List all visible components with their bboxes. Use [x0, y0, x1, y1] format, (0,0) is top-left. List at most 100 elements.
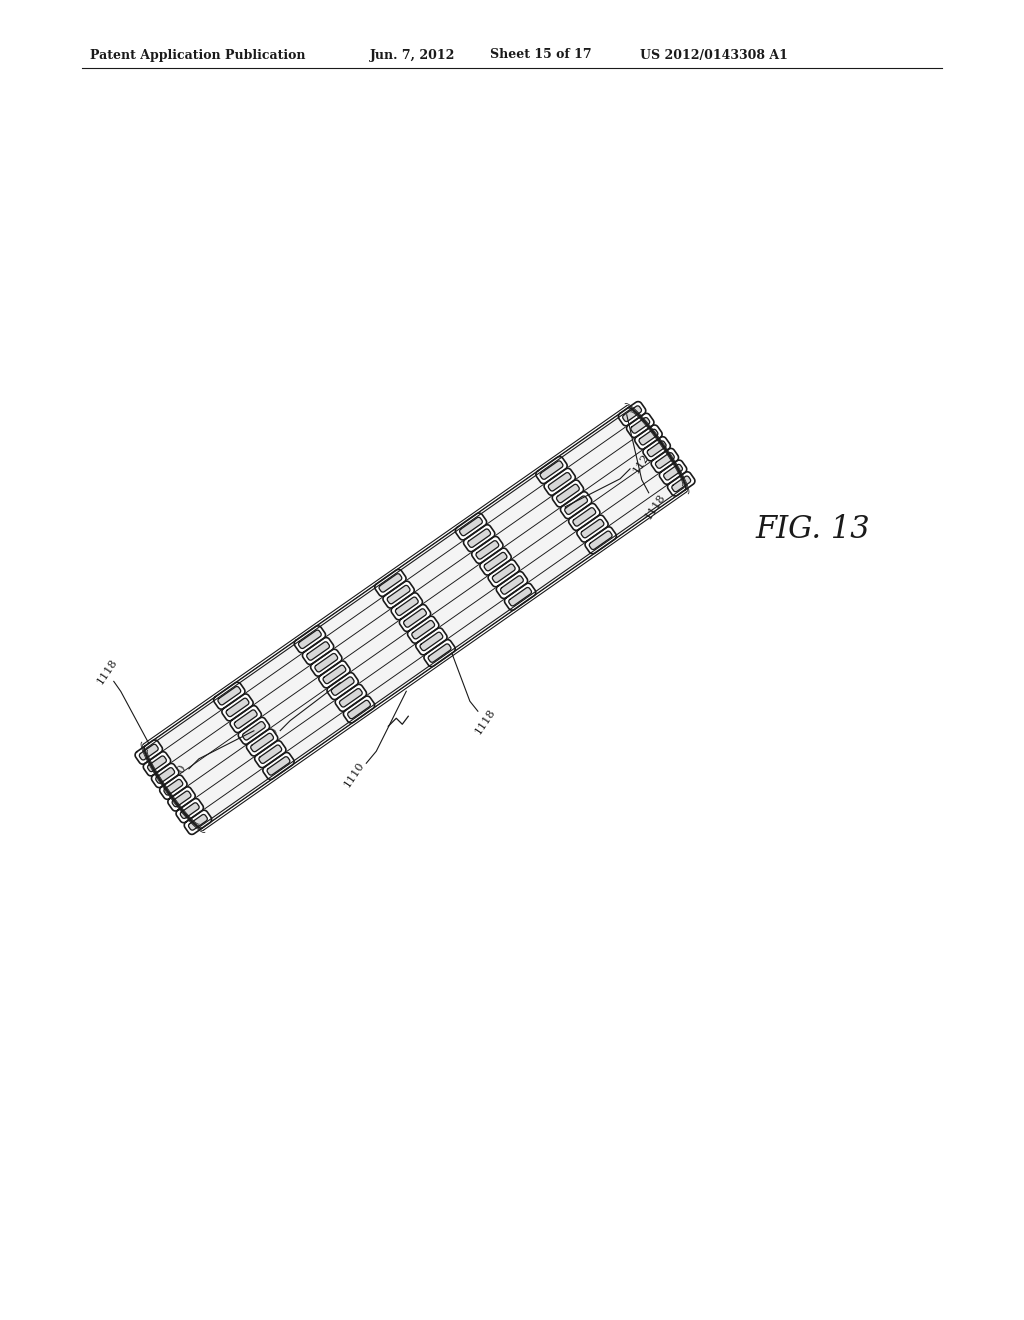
- Polygon shape: [172, 791, 190, 807]
- Polygon shape: [144, 408, 685, 828]
- Text: 1120: 1120: [631, 446, 655, 475]
- Text: Patent Application Publication: Patent Application Publication: [90, 49, 305, 62]
- Polygon shape: [464, 525, 495, 552]
- Polygon shape: [379, 574, 401, 593]
- Polygon shape: [472, 536, 503, 564]
- Polygon shape: [664, 465, 682, 480]
- Polygon shape: [263, 752, 294, 779]
- Polygon shape: [651, 449, 679, 473]
- Polygon shape: [143, 751, 171, 776]
- Polygon shape: [375, 569, 407, 597]
- Polygon shape: [152, 763, 179, 788]
- Polygon shape: [623, 405, 641, 421]
- Polygon shape: [324, 665, 346, 684]
- Polygon shape: [408, 616, 439, 643]
- Polygon shape: [239, 717, 269, 744]
- Polygon shape: [164, 779, 182, 795]
- Polygon shape: [647, 441, 666, 457]
- Polygon shape: [307, 642, 330, 660]
- Text: 1118: 1118: [473, 706, 497, 735]
- Text: Jun. 7, 2012: Jun. 7, 2012: [370, 49, 456, 62]
- Polygon shape: [247, 729, 278, 756]
- Polygon shape: [226, 698, 249, 717]
- Text: 1118: 1118: [643, 492, 667, 521]
- Polygon shape: [184, 810, 212, 834]
- Polygon shape: [218, 686, 241, 705]
- Polygon shape: [335, 684, 367, 711]
- Polygon shape: [493, 564, 515, 582]
- Polygon shape: [544, 469, 575, 495]
- Polygon shape: [416, 628, 447, 655]
- Polygon shape: [557, 484, 580, 503]
- Polygon shape: [267, 756, 290, 775]
- Polygon shape: [156, 768, 174, 783]
- Polygon shape: [251, 734, 273, 751]
- Polygon shape: [255, 741, 286, 768]
- Polygon shape: [420, 632, 442, 651]
- Polygon shape: [497, 572, 527, 598]
- Text: Sheet 15 of 17: Sheet 15 of 17: [490, 49, 592, 62]
- Polygon shape: [505, 583, 536, 610]
- Polygon shape: [188, 814, 207, 830]
- Polygon shape: [501, 576, 523, 594]
- Polygon shape: [230, 706, 261, 733]
- Text: 1120: 1120: [256, 725, 281, 754]
- Polygon shape: [484, 553, 507, 570]
- Polygon shape: [672, 477, 690, 491]
- Polygon shape: [476, 541, 499, 560]
- Polygon shape: [383, 581, 415, 609]
- Polygon shape: [488, 560, 519, 587]
- Polygon shape: [259, 744, 282, 763]
- Polygon shape: [631, 417, 649, 433]
- Polygon shape: [176, 799, 204, 822]
- Polygon shape: [582, 520, 604, 537]
- Polygon shape: [585, 527, 616, 554]
- Text: US 2012/0143308 A1: US 2012/0143308 A1: [640, 49, 787, 62]
- Polygon shape: [299, 630, 322, 648]
- Polygon shape: [424, 640, 456, 667]
- Polygon shape: [560, 492, 592, 519]
- Polygon shape: [222, 694, 253, 721]
- Polygon shape: [168, 787, 196, 810]
- Polygon shape: [590, 531, 612, 549]
- Polygon shape: [565, 496, 588, 515]
- Text: 1110: 1110: [342, 759, 367, 789]
- Polygon shape: [180, 803, 199, 818]
- Polygon shape: [509, 587, 531, 606]
- Polygon shape: [428, 644, 451, 663]
- Polygon shape: [643, 437, 671, 461]
- Polygon shape: [549, 473, 571, 491]
- Polygon shape: [147, 756, 166, 772]
- Polygon shape: [135, 741, 163, 764]
- Polygon shape: [302, 638, 334, 664]
- Polygon shape: [139, 744, 158, 760]
- Polygon shape: [391, 593, 423, 620]
- Polygon shape: [243, 722, 265, 741]
- Polygon shape: [327, 673, 358, 700]
- Polygon shape: [618, 401, 646, 426]
- Polygon shape: [399, 605, 431, 631]
- Polygon shape: [348, 701, 371, 718]
- Polygon shape: [536, 457, 567, 483]
- Polygon shape: [315, 653, 338, 672]
- Polygon shape: [456, 513, 486, 540]
- Polygon shape: [395, 597, 418, 615]
- Polygon shape: [573, 508, 596, 527]
- Polygon shape: [568, 503, 600, 531]
- Polygon shape: [460, 517, 482, 536]
- Polygon shape: [480, 548, 511, 576]
- Polygon shape: [468, 529, 490, 548]
- Text: 1120: 1120: [164, 762, 188, 792]
- Polygon shape: [403, 609, 426, 627]
- Polygon shape: [627, 413, 654, 437]
- Polygon shape: [387, 586, 410, 603]
- Polygon shape: [310, 649, 342, 676]
- Polygon shape: [659, 461, 687, 484]
- Polygon shape: [655, 453, 674, 469]
- Polygon shape: [541, 461, 563, 479]
- Polygon shape: [412, 620, 434, 639]
- Polygon shape: [635, 425, 663, 449]
- Polygon shape: [160, 775, 187, 800]
- Text: FIG. 13: FIG. 13: [755, 515, 869, 545]
- Polygon shape: [332, 677, 354, 696]
